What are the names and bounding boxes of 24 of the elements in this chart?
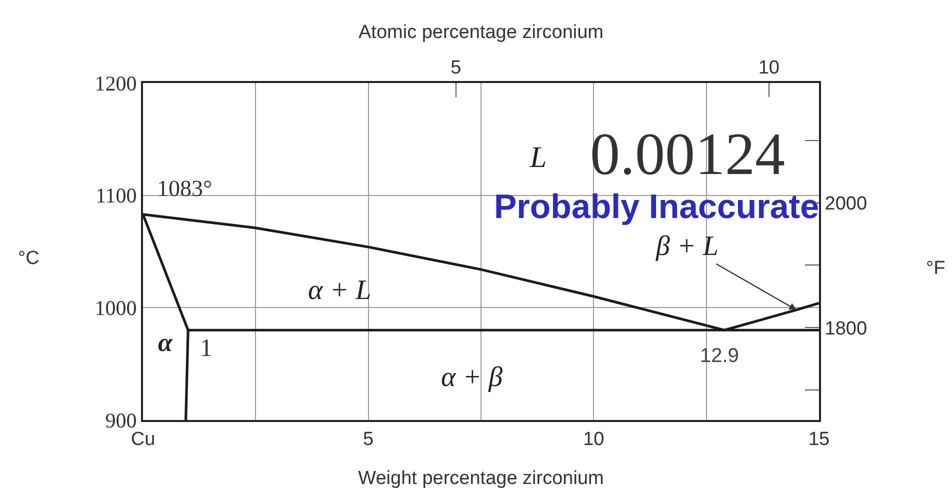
annotation: 0.00124 <box>590 121 785 187</box>
y-tick-label: 1200 <box>94 71 137 96</box>
y-tick-label: 1100 <box>96 184 137 208</box>
annotation: L <box>529 141 547 174</box>
x-axis-title: Weight percentage zirconium <box>358 468 604 490</box>
annotation: β + L <box>655 231 718 262</box>
x-tick-label: 5 <box>363 428 374 450</box>
x2-tick-label: 5 <box>450 57 462 78</box>
x2-axis-title: Atomic percentage zirconium <box>358 22 604 43</box>
annotation: Probably Inaccurate <box>494 188 820 226</box>
y2-tick-label: 1800 <box>824 318 868 340</box>
y2-tick-label: 2000 <box>824 193 868 214</box>
x2-tick-label: 10 <box>758 57 780 78</box>
annotation: 12.9 <box>700 345 739 367</box>
y2-axis-title: °F <box>926 258 946 279</box>
annotation: 1083° <box>157 176 212 201</box>
y-axis-title: °C <box>18 248 40 269</box>
annotation: α <box>158 328 173 357</box>
annotation: 1 <box>200 335 212 362</box>
annotation: α + L <box>308 275 372 306</box>
x-tick-label: 15 <box>808 428 830 450</box>
y-tick-label: 1000 <box>94 296 137 320</box>
x-tick-label: 10 <box>583 428 604 450</box>
annotation: α + β <box>441 362 503 393</box>
